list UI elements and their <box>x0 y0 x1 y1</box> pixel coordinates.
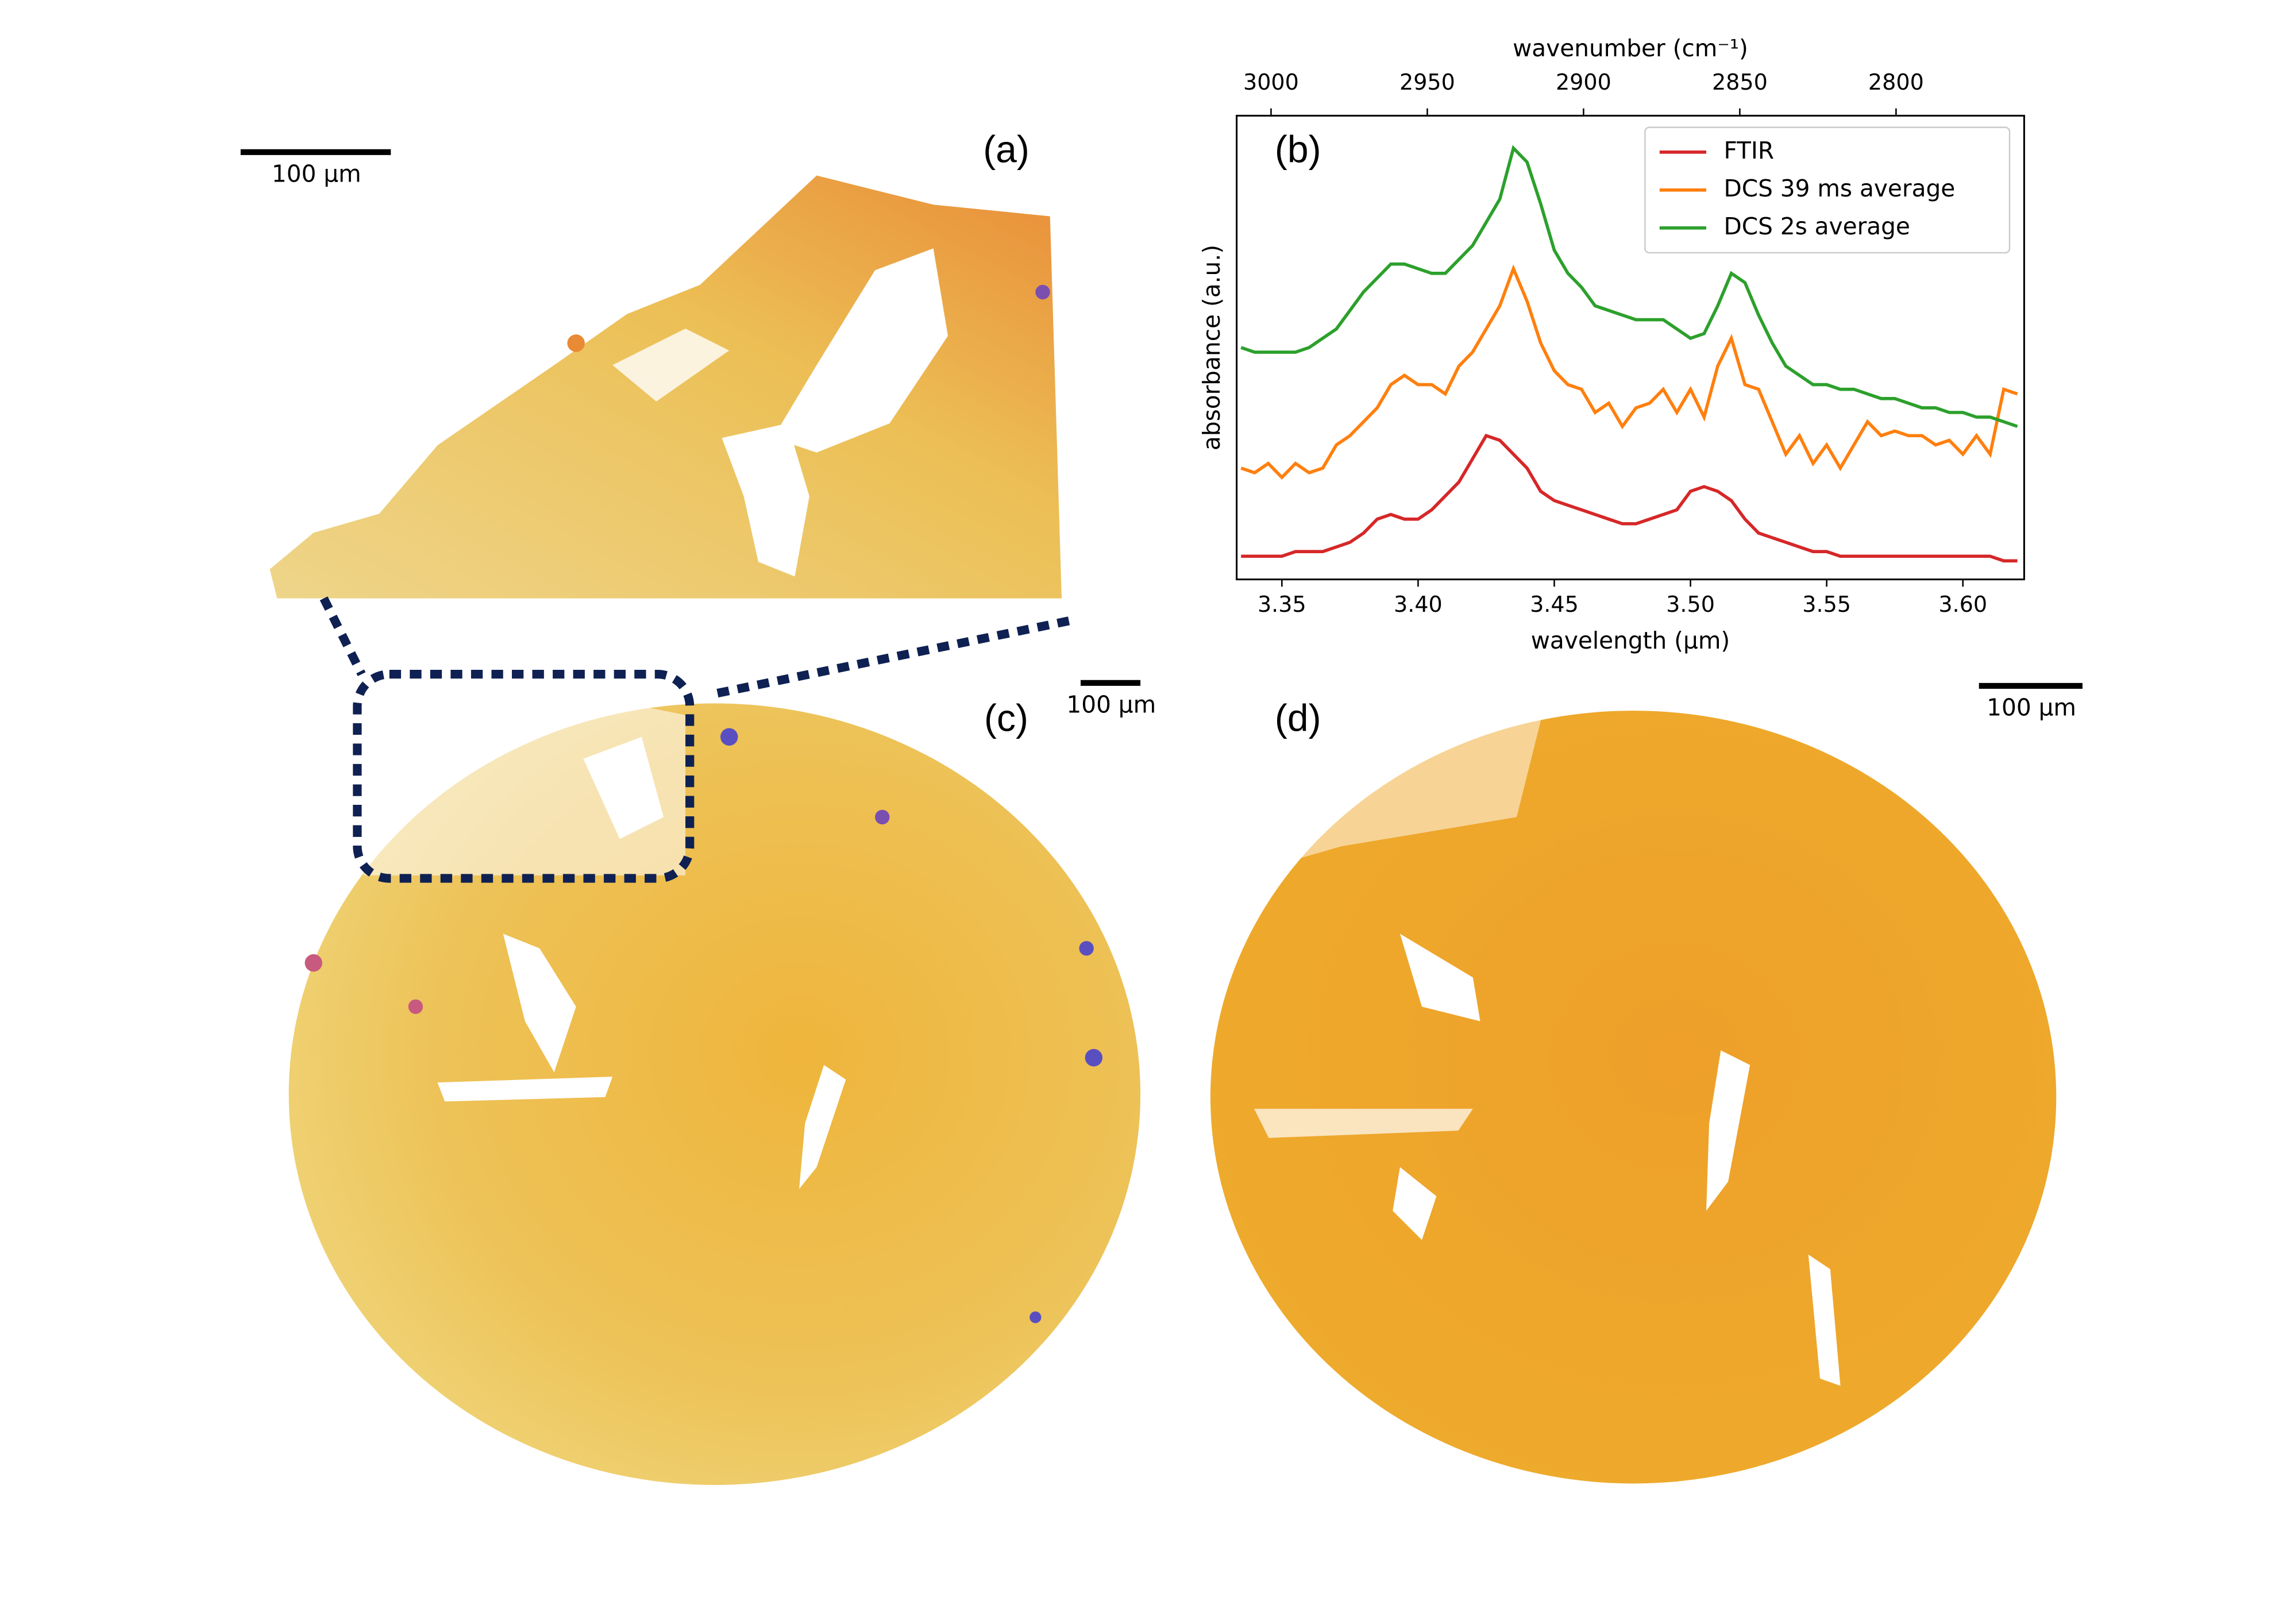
scale-bar-label: 100 µm <box>272 160 361 187</box>
zoom-indicator <box>319 596 1073 883</box>
image-c <box>288 700 1141 1485</box>
panel-label: (d) <box>1275 696 1321 739</box>
x-tick-label: 3.50 <box>1666 592 1715 617</box>
legend-label: FTIR <box>1723 137 1774 164</box>
x-tick-label: 3.55 <box>1802 592 1851 617</box>
y-axis-label: absorbance (a.u.) <box>1198 245 1225 450</box>
x2-axis-label: wavenumber (cm⁻¹) <box>1513 34 1748 62</box>
legend-label: DCS 2s average <box>1723 213 1910 240</box>
panel-label: (a) <box>983 128 1029 170</box>
x-tick-label: 3.45 <box>1530 592 1579 617</box>
x2-tick-label: 2950 <box>1399 70 1455 95</box>
panel-label: (b) <box>1275 128 1321 170</box>
x-axis-label: wavelength (µm) <box>1531 627 1730 654</box>
x-tick-label: 3.40 <box>1394 592 1443 617</box>
x2-tick-label: 3000 <box>1243 70 1299 95</box>
legend-label: DCS 39 ms average <box>1723 175 1955 202</box>
legend-box <box>1644 126 2011 254</box>
series-line <box>1241 433 2018 563</box>
panel-label: (c) <box>984 696 1028 739</box>
scale-bar-label: 100 µm <box>1066 691 1156 718</box>
x2-tick-label: 2800 <box>1868 70 1924 95</box>
plot-area <box>1236 114 2025 581</box>
series-line <box>1240 145 2018 428</box>
x2-tick-label: 2900 <box>1556 70 1611 95</box>
x2-tick-label: 2850 <box>1712 70 1768 95</box>
x-tick-label: 3.60 <box>1938 592 1987 617</box>
scale-bar-label: 100 µm <box>1987 694 2076 722</box>
x-tick-label: 3.35 <box>1258 592 1306 617</box>
series-line <box>1240 264 2018 480</box>
image-d <box>1210 700 2057 1484</box>
image-a <box>269 175 1062 599</box>
